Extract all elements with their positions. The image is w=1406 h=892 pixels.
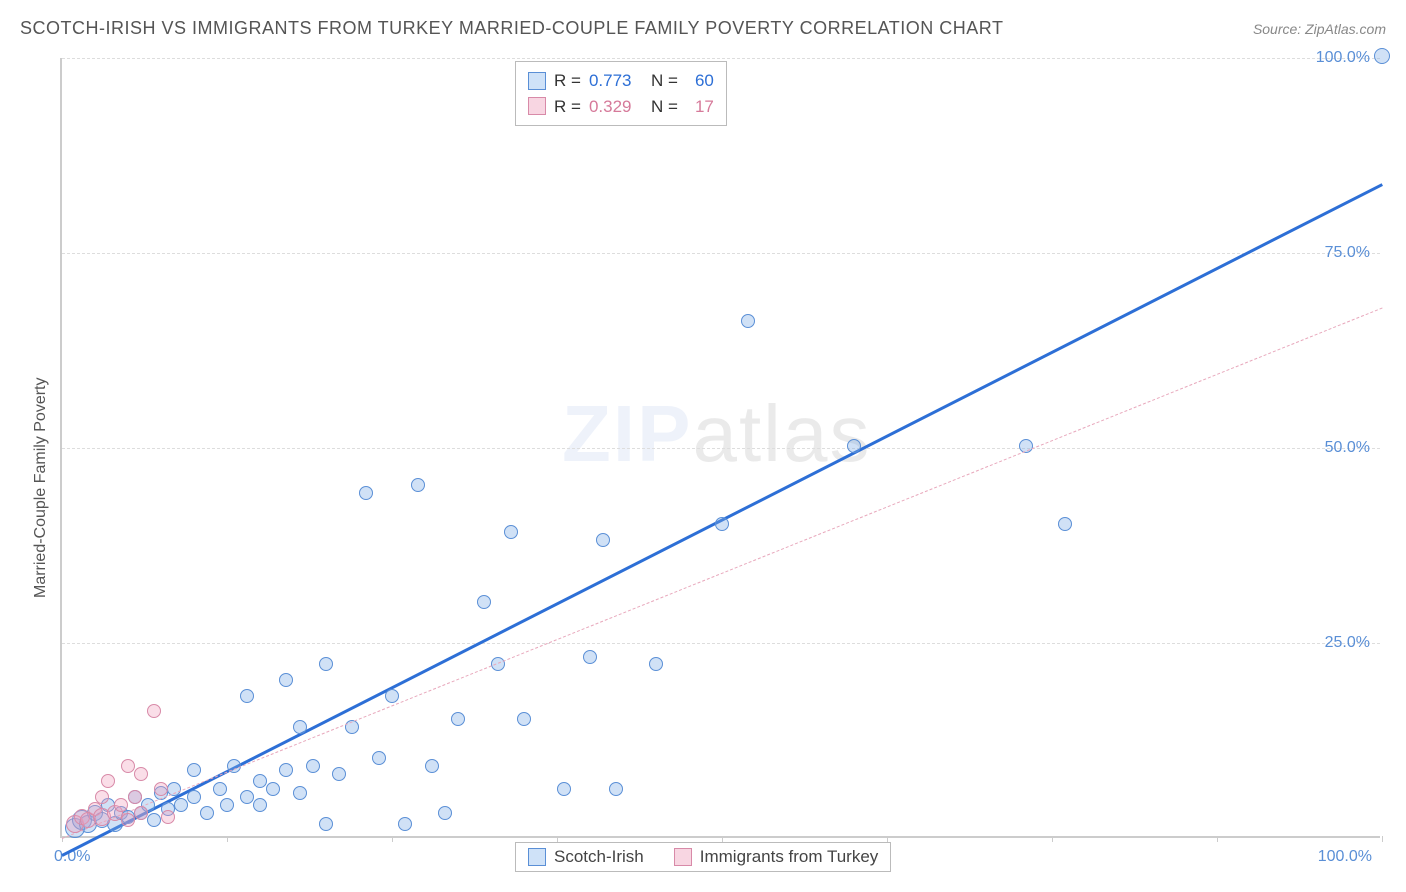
r-value: 0.773 — [589, 68, 643, 94]
data-point — [609, 782, 623, 796]
x-tick — [1382, 836, 1383, 842]
data-point — [517, 712, 531, 726]
scatter-plot: ZIPatlas 25.0%50.0%75.0%100.0%0.0%100.0% — [60, 58, 1380, 838]
data-point — [174, 798, 188, 812]
data-point — [649, 657, 663, 671]
series-legend: Scotch-Irish Immigrants from Turkey — [515, 842, 891, 872]
legend-item: Immigrants from Turkey — [674, 847, 879, 867]
data-point — [557, 782, 571, 796]
data-point — [1058, 517, 1072, 531]
n-label: N = — [651, 94, 678, 120]
data-point — [253, 798, 267, 812]
gridline-horizontal — [62, 643, 1380, 644]
gridline-horizontal — [62, 448, 1380, 449]
data-point — [101, 774, 115, 788]
data-point — [240, 790, 254, 804]
x-tick — [1217, 836, 1218, 842]
y-tick-label: 75.0% — [1325, 244, 1370, 262]
data-point — [293, 786, 307, 800]
data-point — [220, 798, 234, 812]
x-tick — [392, 836, 393, 842]
source-value: ZipAtlas.com — [1305, 21, 1386, 37]
series-swatch — [674, 848, 692, 866]
gridline-horizontal — [62, 253, 1380, 254]
data-point — [715, 517, 729, 531]
n-value: 60 — [686, 68, 714, 94]
data-point — [293, 720, 307, 734]
data-point — [741, 314, 755, 328]
gridline-horizontal — [62, 58, 1380, 59]
chart-area: Married-Couple Family Poverty ZIPatlas 2… — [60, 58, 1380, 838]
data-point — [847, 439, 861, 453]
data-point — [134, 806, 148, 820]
data-point — [279, 673, 293, 687]
data-point — [438, 806, 452, 820]
data-point — [477, 595, 491, 609]
series-swatch — [528, 72, 546, 90]
stats-row: R = 0.773 N = 60 — [528, 68, 714, 94]
n-label: N = — [651, 68, 678, 94]
data-point — [1374, 48, 1390, 64]
legend-label: Scotch-Irish — [554, 847, 644, 867]
r-value: 0.329 — [589, 94, 643, 120]
data-point — [596, 533, 610, 547]
data-point — [161, 810, 175, 824]
data-point — [583, 650, 597, 664]
data-point — [359, 486, 373, 500]
data-point — [411, 478, 425, 492]
legend-item: Scotch-Irish — [528, 847, 644, 867]
series-swatch — [528, 848, 546, 866]
data-point — [425, 759, 439, 773]
data-point — [266, 782, 280, 796]
data-point — [147, 813, 161, 827]
correlation-stats-box: R = 0.773 N = 60 R = 0.329 N = 17 — [515, 61, 727, 126]
data-point — [240, 689, 254, 703]
r-label: R = — [554, 68, 581, 94]
series-swatch — [528, 97, 546, 115]
data-point — [213, 782, 227, 796]
y-tick-label: 50.0% — [1325, 439, 1370, 457]
data-point — [279, 763, 293, 777]
data-point — [451, 712, 465, 726]
data-point — [200, 806, 214, 820]
legend-label: Immigrants from Turkey — [700, 847, 879, 867]
chart-title: SCOTCH-IRISH VS IMMIGRANTS FROM TURKEY M… — [20, 18, 1003, 39]
data-point — [121, 759, 135, 773]
data-point — [385, 689, 399, 703]
data-point — [95, 790, 109, 804]
data-point — [128, 790, 142, 804]
data-point — [319, 657, 333, 671]
data-point — [187, 790, 201, 804]
data-point — [253, 774, 267, 788]
n-value: 17 — [686, 94, 714, 120]
data-point — [504, 525, 518, 539]
data-point — [154, 782, 168, 796]
data-point — [134, 767, 148, 781]
y-axis-label: Married-Couple Family Poverty — [32, 377, 50, 598]
data-point — [398, 817, 412, 831]
x-end-label: 100.0% — [1318, 848, 1372, 866]
data-point — [114, 798, 128, 812]
source-attribution: Source: ZipAtlas.com — [1253, 21, 1386, 37]
x-tick — [227, 836, 228, 842]
x-tick — [1052, 836, 1053, 842]
r-label: R = — [554, 94, 581, 120]
stats-row: R = 0.329 N = 17 — [528, 94, 714, 120]
y-tick-label: 100.0% — [1316, 49, 1370, 67]
regression-line-immigrants-from-turkey — [62, 308, 1382, 839]
data-point — [306, 759, 320, 773]
data-point — [319, 817, 333, 831]
data-point — [187, 763, 201, 777]
data-point — [147, 704, 161, 718]
y-tick-label: 25.0% — [1325, 634, 1370, 652]
data-point — [372, 751, 386, 765]
source-label: Source: — [1253, 21, 1301, 37]
data-point — [332, 767, 346, 781]
watermark-part2: atlas — [692, 389, 871, 478]
watermark-part1: ZIP — [562, 389, 692, 478]
chart-header: SCOTCH-IRISH VS IMMIGRANTS FROM TURKEY M… — [20, 18, 1386, 39]
data-point — [121, 813, 135, 827]
